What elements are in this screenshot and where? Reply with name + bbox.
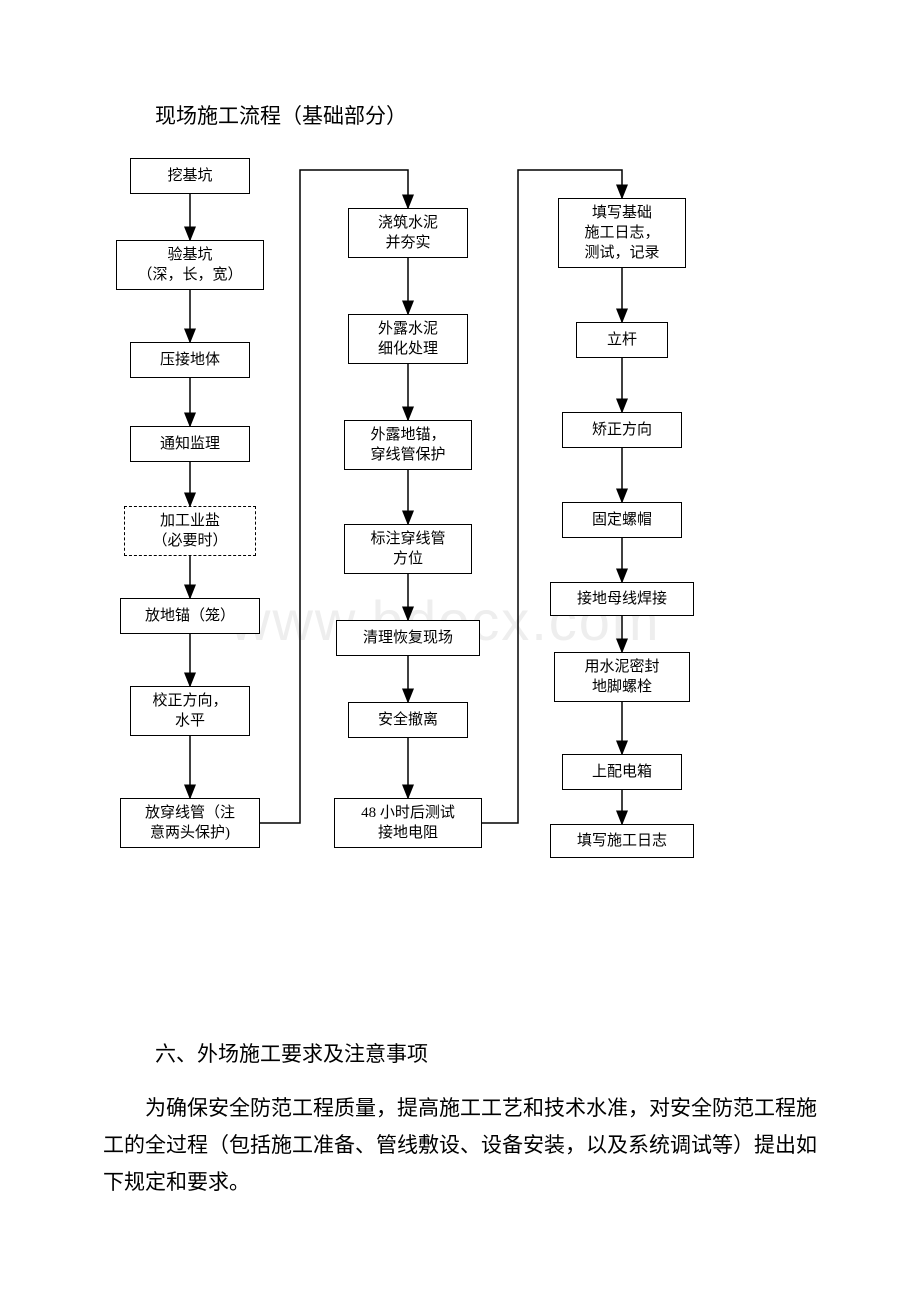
flow-node: 校正方向，水平 [130, 686, 250, 736]
flow-node: 立杆 [576, 322, 668, 358]
section-heading: 六、外场施工要求及注意事项 [155, 1038, 825, 1068]
flow-node: 外露水泥细化处理 [348, 314, 468, 364]
flow-node: 外露地锚，穿线管保护 [344, 420, 472, 470]
flow-node: 放穿线管（注意两头保护) [120, 798, 260, 848]
flow-node: 48 小时后测试接地电阻 [334, 798, 482, 848]
page-title: 现场施工流程（基础部分） [155, 100, 825, 130]
flow-node: 固定螺帽 [562, 502, 682, 538]
flow-node: 加工业盐（必要时） [124, 506, 256, 556]
flow-node: 填写基础施工日志，测试，记录 [558, 198, 686, 268]
flow-node: 通知监理 [130, 426, 250, 462]
flow-node: 用水泥密封地脚螺栓 [554, 652, 690, 702]
flow-node: 标注穿线管方位 [344, 524, 472, 574]
flow-node: 验基坑（深，长，宽） [116, 240, 264, 290]
page: 现场施工流程（基础部分） www.bdocx.com 挖基坑验基坑（深，长，宽）… [0, 0, 920, 1302]
flow-node: 清理恢复现场 [336, 620, 480, 656]
flow-node: 上配电箱 [562, 754, 682, 790]
flow-node: 矫正方向 [562, 412, 682, 448]
flow-node: 填写施工日志 [550, 824, 694, 858]
flow-node: 放地锚（笼） [120, 598, 260, 634]
flow-node: 浇筑水泥并夯实 [348, 208, 468, 258]
body-paragraph: 为确保安全防范工程质量，提高施工工艺和技术水准，对安全防范工程施工的全过程（包括… [103, 1090, 817, 1200]
flow-node: 压接地体 [130, 342, 250, 378]
flow-node: 安全撤离 [348, 702, 468, 738]
flow-node: 挖基坑 [130, 158, 250, 194]
flow-node: 接地母线焊接 [550, 582, 694, 616]
flowchart: www.bdocx.com 挖基坑验基坑（深，长，宽）压接地体通知监理加工业盐（… [110, 158, 750, 918]
